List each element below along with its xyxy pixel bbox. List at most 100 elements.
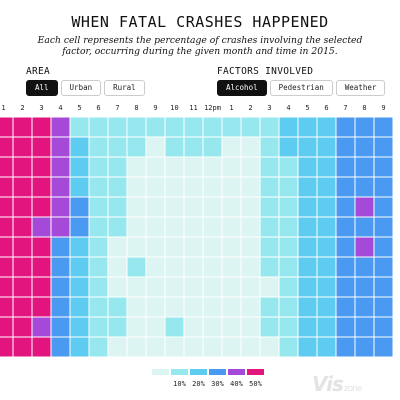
- heatmap-cell[interactable]: [297, 256, 318, 278]
- heatmap-cell[interactable]: [126, 336, 147, 358]
- heatmap-cell[interactable]: [126, 176, 147, 198]
- heatmap-cell[interactable]: [69, 176, 90, 198]
- heatmap-cell[interactable]: [183, 316, 204, 338]
- heatmap-cell[interactable]: [278, 296, 299, 318]
- heatmap-cell[interactable]: [221, 156, 242, 178]
- heatmap-cell[interactable]: [88, 336, 109, 358]
- heatmap-cell[interactable]: [373, 176, 394, 198]
- heatmap-cell[interactable]: [164, 156, 185, 178]
- heatmap-cell[interactable]: [69, 256, 90, 278]
- heatmap-cell[interactable]: [145, 216, 166, 238]
- heatmap-cell[interactable]: [259, 276, 280, 298]
- heatmap-cell[interactable]: [202, 196, 223, 218]
- heatmap-cell[interactable]: [335, 296, 356, 318]
- heatmap-cell[interactable]: [354, 316, 375, 338]
- heatmap-cell[interactable]: [240, 176, 261, 198]
- heatmap-cell[interactable]: [145, 276, 166, 298]
- heatmap-cell[interactable]: [183, 116, 204, 138]
- heatmap-cell[interactable]: [240, 116, 261, 138]
- heatmap-cell[interactable]: [316, 216, 337, 238]
- heatmap-cell[interactable]: [373, 276, 394, 298]
- heatmap-cell[interactable]: [69, 316, 90, 338]
- heatmap-cell[interactable]: [12, 116, 33, 138]
- heatmap-cell[interactable]: [278, 216, 299, 238]
- factor-weather-button[interactable]: Weather: [335, 80, 386, 96]
- factor-pedestrian-button[interactable]: Pedestrian: [269, 80, 333, 96]
- heatmap-cell[interactable]: [278, 176, 299, 198]
- heatmap-cell[interactable]: [12, 236, 33, 258]
- heatmap-cell[interactable]: [164, 316, 185, 338]
- heatmap-cell[interactable]: [259, 156, 280, 178]
- heatmap-cell[interactable]: [50, 176, 71, 198]
- heatmap-cell[interactable]: [373, 156, 394, 178]
- heatmap-cell[interactable]: [259, 236, 280, 258]
- heatmap-cell[interactable]: [88, 256, 109, 278]
- heatmap-cell[interactable]: [297, 336, 318, 358]
- heatmap-cell[interactable]: [221, 336, 242, 358]
- heatmap-cell[interactable]: [164, 336, 185, 358]
- heatmap-cell[interactable]: [0, 136, 14, 158]
- heatmap-cell[interactable]: [297, 136, 318, 158]
- heatmap-cell[interactable]: [297, 276, 318, 298]
- heatmap-cell[interactable]: [202, 256, 223, 278]
- heatmap-cell[interactable]: [240, 256, 261, 278]
- heatmap-cell[interactable]: [50, 236, 71, 258]
- heatmap-cell[interactable]: [126, 276, 147, 298]
- heatmap-cell[interactable]: [202, 116, 223, 138]
- heatmap-cell[interactable]: [259, 256, 280, 278]
- heatmap-cell[interactable]: [354, 116, 375, 138]
- heatmap-cell[interactable]: [316, 236, 337, 258]
- heatmap-cell[interactable]: [278, 256, 299, 278]
- heatmap-cell[interactable]: [0, 156, 14, 178]
- heatmap-cell[interactable]: [316, 116, 337, 138]
- heatmap-cell[interactable]: [107, 196, 128, 218]
- heatmap-cell[interactable]: [164, 196, 185, 218]
- heatmap-cell[interactable]: [259, 336, 280, 358]
- heatmap-cell[interactable]: [164, 136, 185, 158]
- heatmap-cell[interactable]: [88, 216, 109, 238]
- heatmap-cell[interactable]: [335, 316, 356, 338]
- heatmap-cell[interactable]: [50, 116, 71, 138]
- heatmap-cell[interactable]: [278, 276, 299, 298]
- heatmap-cell[interactable]: [145, 176, 166, 198]
- heatmap-cell[interactable]: [145, 256, 166, 278]
- heatmap-cell[interactable]: [278, 136, 299, 158]
- heatmap-cell[interactable]: [335, 336, 356, 358]
- heatmap-cell[interactable]: [316, 136, 337, 158]
- heatmap-cell[interactable]: [373, 116, 394, 138]
- heatmap-cell[interactable]: [202, 176, 223, 198]
- heatmap-cell[interactable]: [88, 276, 109, 298]
- heatmap-cell[interactable]: [126, 316, 147, 338]
- heatmap-cell[interactable]: [316, 336, 337, 358]
- heatmap-cell[interactable]: [12, 196, 33, 218]
- heatmap-cell[interactable]: [278, 156, 299, 178]
- heatmap-cell[interactable]: [31, 296, 52, 318]
- heatmap-cell[interactable]: [335, 176, 356, 198]
- heatmap-cell[interactable]: [240, 216, 261, 238]
- heatmap-cell[interactable]: [335, 236, 356, 258]
- heatmap-cell[interactable]: [354, 136, 375, 158]
- heatmap-cell[interactable]: [107, 336, 128, 358]
- heatmap-cell[interactable]: [107, 216, 128, 238]
- heatmap-cell[interactable]: [335, 216, 356, 238]
- heatmap-cell[interactable]: [183, 276, 204, 298]
- heatmap-cell[interactable]: [107, 296, 128, 318]
- heatmap-cell[interactable]: [240, 296, 261, 318]
- heatmap-cell[interactable]: [373, 296, 394, 318]
- heatmap-cell[interactable]: [183, 236, 204, 258]
- heatmap-cell[interactable]: [69, 336, 90, 358]
- heatmap-cell[interactable]: [31, 136, 52, 158]
- heatmap-cell[interactable]: [297, 116, 318, 138]
- heatmap-cell[interactable]: [297, 296, 318, 318]
- heatmap-cell[interactable]: [0, 116, 14, 138]
- heatmap-cell[interactable]: [107, 256, 128, 278]
- heatmap-cell[interactable]: [183, 176, 204, 198]
- heatmap-cell[interactable]: [373, 136, 394, 158]
- heatmap-cell[interactable]: [31, 176, 52, 198]
- heatmap-cell[interactable]: [107, 316, 128, 338]
- heatmap-cell[interactable]: [50, 316, 71, 338]
- heatmap-cell[interactable]: [202, 336, 223, 358]
- heatmap-cell[interactable]: [12, 156, 33, 178]
- heatmap-cell[interactable]: [50, 276, 71, 298]
- heatmap-cell[interactable]: [373, 316, 394, 338]
